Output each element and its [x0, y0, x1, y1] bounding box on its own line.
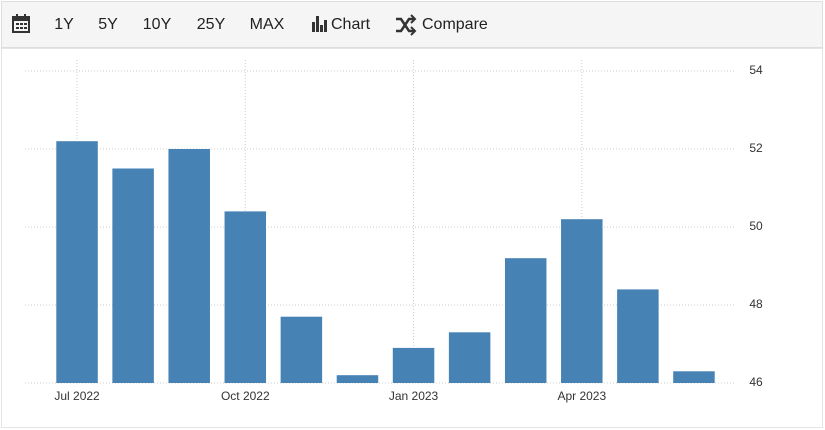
- compare-icon[interactable]: [396, 14, 417, 36]
- y-tick-label: 52: [749, 141, 763, 155]
- calendar-icon[interactable]: [12, 14, 30, 33]
- chart-button[interactable]: Chart: [331, 16, 371, 33]
- range-button[interactable]: MAX: [250, 16, 285, 33]
- y-tick-label: 50: [749, 219, 763, 233]
- bar: [56, 141, 98, 383]
- bar: [224, 211, 267, 383]
- bar: [673, 371, 715, 383]
- bar: [112, 168, 154, 383]
- bar: [561, 219, 603, 383]
- toolbar: [1, 1, 823, 48]
- x-tick-label: Apr 2023: [557, 389, 606, 403]
- bar: [448, 332, 491, 383]
- x-tick-label: Jul 2022: [54, 389, 100, 403]
- bar: [392, 347, 435, 383]
- range-button[interactable]: 10Y: [143, 16, 172, 33]
- range-button[interactable]: 25Y: [197, 16, 226, 33]
- bar: [280, 316, 323, 383]
- bar: [168, 149, 210, 383]
- y-tick-label: 46: [749, 375, 763, 389]
- bar: [336, 375, 379, 383]
- compare-button[interactable]: Compare: [422, 16, 488, 33]
- y-tick-label: 54: [749, 63, 763, 77]
- x-tick-label: Jan 2023: [389, 389, 439, 403]
- bar: [617, 289, 659, 383]
- range-button[interactable]: 5Y: [98, 16, 118, 33]
- range-button[interactable]: 1Y: [54, 16, 74, 33]
- chart-icon[interactable]: [312, 16, 327, 32]
- y-tick-label: 48: [749, 297, 763, 311]
- x-tick-label: Oct 2022: [221, 389, 270, 403]
- bar: [504, 258, 547, 383]
